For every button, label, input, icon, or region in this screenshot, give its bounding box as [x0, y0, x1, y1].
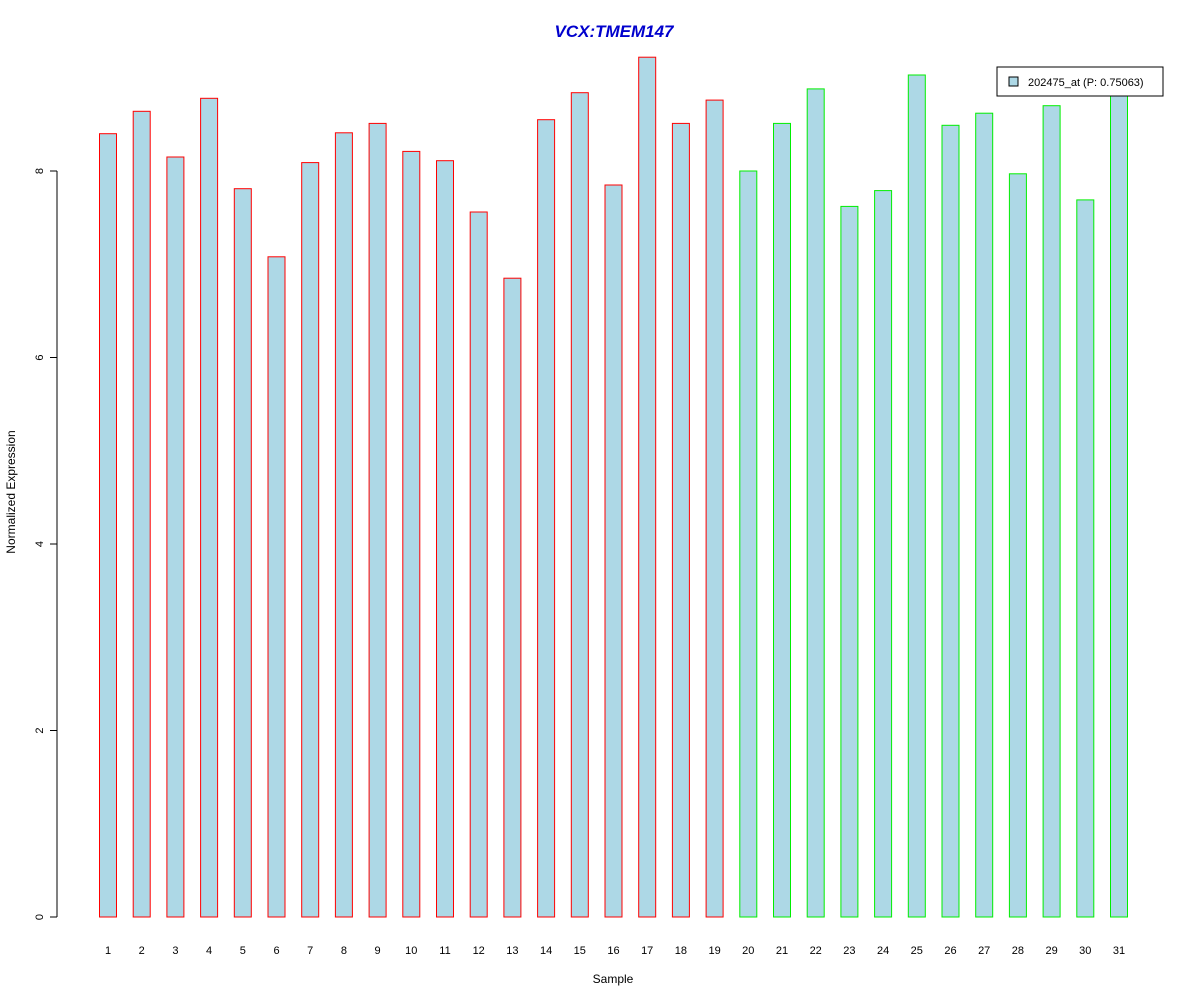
x-tick-label: 23 [843, 945, 855, 957]
x-tick-label: 22 [810, 945, 822, 957]
y-tick-label: 2 [34, 727, 46, 733]
y-axis-label: Normalized Expression [4, 430, 18, 553]
bar-sample-18 [671, 122, 690, 918]
bar-sample-1 [99, 133, 117, 918]
y-tick-label: 4 [34, 541, 46, 547]
bar-sample-6 [267, 256, 286, 918]
x-tick-label: 20 [742, 945, 754, 957]
x-tick-label: 7 [307, 945, 313, 957]
bar-sample-15 [570, 92, 589, 918]
y-tick-label: 6 [34, 354, 46, 360]
bar-sample-8 [334, 132, 353, 918]
legend-swatch [1008, 76, 1019, 87]
bar-sample-26 [941, 124, 960, 918]
bar-sample-17 [638, 56, 657, 918]
x-tick-label: 4 [206, 945, 212, 957]
x-tick-label: 14 [540, 945, 552, 957]
x-tick-labels: 1 2 3 4 5 6 7 8 9 10 11 12 13 14 15 16 17 18 19 20 21 22 23 24 2… [105, 945, 1125, 957]
x-tick-label: 26 [944, 945, 956, 957]
x-tick-label: 9 [375, 945, 381, 957]
bar-sample-20 [739, 170, 758, 918]
x-tick-label: 1 [105, 945, 111, 957]
x-tick-label: 19 [708, 945, 720, 957]
x-tick-label: 5 [240, 945, 246, 957]
bar-sample-10 [402, 150, 421, 918]
bar-sample-23 [840, 205, 859, 918]
x-tick-label: 21 [776, 945, 788, 957]
bar-sample-28 [1008, 173, 1027, 918]
x-axis-label: Sample [593, 972, 634, 986]
bar-sample-29 [1042, 105, 1061, 918]
bar-sample-30 [1076, 199, 1095, 918]
bar-sample-22 [806, 88, 825, 918]
x-tick-label: 30 [1079, 945, 1091, 957]
x-tick-label: 2 [139, 945, 145, 957]
x-tick-label: 31 [1113, 945, 1125, 957]
x-tick-label: 10 [405, 945, 417, 957]
x-tick-label: 28 [1012, 945, 1024, 957]
x-tick-label: 16 [607, 945, 619, 957]
chart-title: VCX:TMEM147 [554, 22, 675, 41]
bars [99, 56, 1128, 918]
bar-sample-7 [301, 162, 320, 918]
bar-sample-13 [503, 277, 522, 918]
legend: 202475_at (P: 0.75063) [996, 66, 1164, 97]
bar-sample-5 [233, 188, 252, 918]
y-tick-label: 8 [34, 168, 46, 174]
x-tick-label: 24 [877, 945, 889, 957]
x-tick-label: 27 [978, 945, 990, 957]
y-axis: 0 2 4 6 8 [34, 168, 58, 920]
legend-label: 202475_at (P: 0.75063) [1028, 77, 1144, 89]
x-tick-label: 12 [473, 945, 485, 957]
x-tick-label: 11 [439, 945, 450, 957]
bar-sample-19 [705, 99, 724, 918]
x-tick-label: 17 [641, 945, 653, 957]
x-tick-label: 29 [1045, 945, 1057, 957]
bar-sample-4 [200, 97, 219, 918]
legend-box [996, 66, 1164, 97]
x-tick-label: 13 [506, 945, 518, 957]
bar-sample-11 [436, 160, 454, 918]
x-tick-label: 6 [273, 945, 279, 957]
bar-sample-16 [604, 184, 623, 918]
x-tick-label: 15 [574, 945, 586, 957]
x-tick-label: 3 [172, 945, 178, 957]
x-tick-label: 25 [911, 945, 923, 957]
bar-sample-9 [368, 122, 387, 918]
bar-sample-12 [469, 211, 488, 918]
x-tick-label: 18 [675, 945, 687, 957]
y-tick-label: 0 [34, 914, 46, 920]
bar-sample-2 [132, 110, 151, 918]
x-tick-label: 8 [341, 945, 347, 957]
bar-sample-21 [773, 122, 791, 918]
bar-sample-27 [975, 112, 994, 918]
bar-sample-25 [907, 74, 926, 918]
bar-sample-24 [874, 190, 893, 918]
bar-sample-3 [166, 156, 185, 918]
bar-sample-31 [1110, 87, 1128, 918]
bar-sample-14 [537, 119, 556, 918]
